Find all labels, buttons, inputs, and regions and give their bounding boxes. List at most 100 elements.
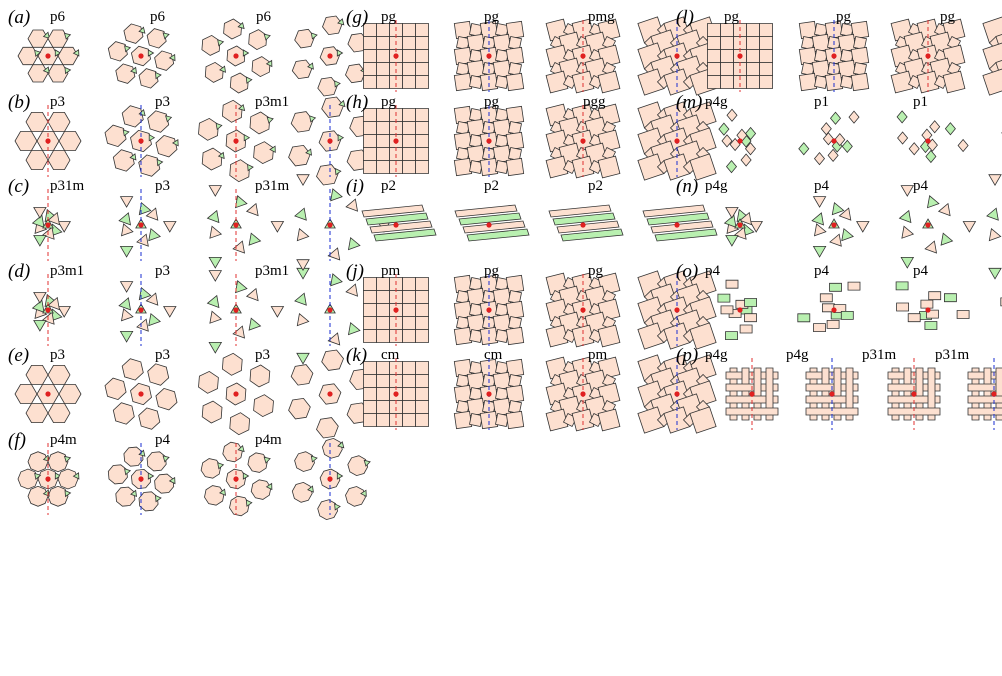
tile (896, 110, 908, 124)
tile (376, 23, 390, 37)
accent-tile (334, 167, 342, 176)
tile (104, 377, 127, 401)
tile (251, 56, 271, 78)
tiling-11-2 (890, 18, 966, 94)
tile (376, 303, 390, 317)
accent-tile (155, 71, 162, 80)
tile (725, 235, 739, 247)
tile (988, 267, 1002, 280)
group-label: p4m (255, 432, 282, 448)
tile (834, 132, 846, 147)
rotation-center (580, 138, 586, 144)
tile (17, 468, 39, 490)
group-label: p4m (50, 432, 77, 448)
rotation-center (831, 138, 837, 144)
rotation-center (393, 53, 399, 59)
tile (223, 18, 243, 40)
rotation-center (737, 222, 743, 228)
tile (208, 185, 223, 197)
tile (363, 121, 377, 135)
tile (942, 70, 966, 94)
tile (146, 451, 167, 472)
tile (944, 122, 956, 136)
tile (845, 367, 854, 421)
tile (376, 134, 390, 148)
tile (47, 485, 69, 507)
tile (402, 49, 416, 63)
tile (112, 402, 135, 425)
tile (415, 75, 429, 89)
rotation-center (925, 53, 931, 59)
tile (138, 201, 152, 216)
tile (373, 228, 437, 242)
tile (402, 147, 416, 161)
group-label: p2 (588, 178, 603, 194)
tile (253, 141, 274, 165)
tile (316, 417, 339, 439)
tile (458, 212, 522, 226)
tile (571, 70, 595, 94)
tile (505, 384, 525, 404)
tile (415, 316, 429, 330)
group-label: p1 (913, 94, 928, 110)
group-label: p4 (913, 178, 928, 194)
tile (376, 374, 390, 388)
tiling-15-0 (725, 358, 779, 430)
tiling-8-0 (361, 204, 437, 242)
group-label: p4g (786, 347, 809, 363)
tile (415, 413, 429, 427)
tile (204, 485, 225, 506)
tile (288, 397, 311, 420)
tile (718, 122, 730, 136)
tile (33, 235, 47, 247)
tile (270, 306, 285, 318)
tile (290, 364, 314, 386)
tile (209, 225, 223, 239)
tile (146, 28, 167, 49)
accent-tile (130, 66, 137, 75)
rotation-center (911, 391, 917, 397)
tile (726, 108, 738, 122)
tile (33, 320, 47, 332)
rotation-center (925, 307, 931, 313)
rotation-center (393, 391, 399, 397)
panel-label: (i) (346, 176, 364, 197)
tile (986, 207, 999, 221)
tiling-12-2 (896, 110, 969, 164)
tile (819, 293, 833, 303)
tile (739, 211, 752, 226)
tile (689, 406, 717, 434)
accent-tile (245, 499, 253, 507)
group-label: p31m (255, 178, 290, 194)
group-label: p4 (705, 263, 720, 279)
accent-tile (309, 115, 317, 123)
tile (813, 223, 827, 237)
tile (829, 282, 842, 292)
accent-tile (237, 21, 245, 30)
tile (745, 126, 757, 141)
rotation-center (674, 222, 680, 228)
tile (229, 412, 251, 436)
tile (221, 352, 243, 376)
rotation-center (674, 391, 680, 397)
tile (415, 374, 429, 388)
accent-tile (217, 462, 225, 470)
tile (200, 458, 222, 479)
tile (249, 111, 271, 135)
tile (376, 361, 390, 375)
accent-tile (219, 65, 226, 73)
group-label: pmg (588, 9, 615, 25)
tile (206, 294, 220, 309)
group-label: p2 (484, 178, 499, 194)
tile (717, 293, 731, 303)
tiling-5-3 (291, 437, 371, 521)
tiling-9-3 (637, 270, 717, 350)
tile (597, 408, 621, 432)
tile (296, 259, 310, 271)
accent-tile (310, 455, 318, 463)
tile (248, 317, 262, 331)
tile (988, 227, 1002, 242)
tile (120, 308, 134, 322)
tile (136, 233, 149, 247)
